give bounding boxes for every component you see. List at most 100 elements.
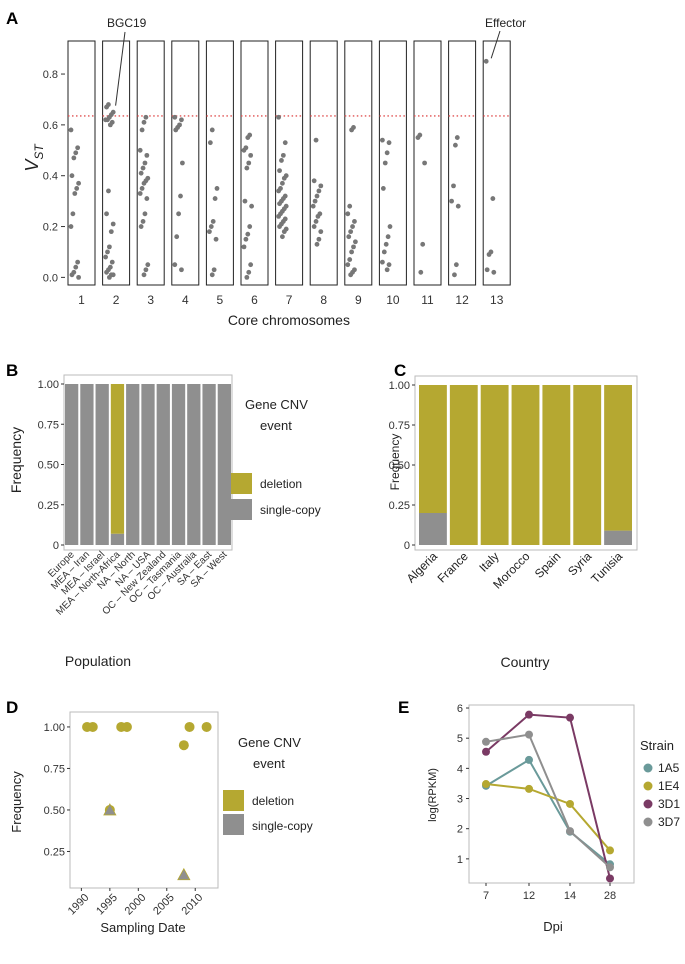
legend-marker-1E4: [643, 781, 653, 791]
chromosome-facet-11: [413, 40, 442, 286]
vst-point: [212, 196, 218, 201]
bar-deletion: [480, 385, 509, 545]
vst-point: [383, 241, 389, 247]
y-tick-label: 0.6: [43, 120, 58, 132]
y-tick-label: 1.00: [389, 380, 410, 392]
y-tick-label: 0.50: [389, 460, 410, 472]
bar-single-copy: [95, 384, 109, 545]
vst-point: [172, 114, 178, 120]
bar-single-copy: [217, 384, 231, 545]
vst-point: [172, 262, 178, 268]
x-tick-label: 3: [147, 293, 154, 307]
vst-point: [243, 236, 249, 242]
panel-label-b: B: [6, 361, 18, 380]
vst-point: [349, 249, 354, 255]
vst-point: [107, 122, 113, 128]
vst-point: [384, 150, 390, 156]
vst-point: [316, 236, 322, 242]
y-axis-label: Frequency: [388, 434, 402, 491]
vst-point: [316, 188, 322, 194]
y-tick-label: 0.75: [38, 419, 59, 431]
x-tick-label: France: [435, 549, 472, 586]
vst-point: [386, 140, 392, 146]
vst-point: [75, 145, 81, 151]
vst-point: [280, 180, 285, 186]
vst-point: [318, 183, 324, 189]
vst-point: [179, 117, 184, 123]
vst-point: [281, 229, 287, 235]
single-copy-point: [103, 803, 117, 816]
vst-point: [140, 165, 146, 171]
vst-point: [318, 229, 324, 235]
deletion-point: [184, 721, 195, 732]
chromosome-facet-2: [102, 40, 131, 286]
vst-point: [453, 142, 458, 148]
legend-swatch-deletion: [231, 473, 252, 494]
vst-point: [349, 127, 354, 133]
legend-label-3D7: 3D7: [658, 815, 680, 829]
deletion-point: [178, 740, 189, 751]
vst-point: [248, 262, 254, 268]
chromosome-facet-3: [136, 40, 165, 286]
x-axis-label: Country: [500, 654, 549, 670]
vst-point: [104, 104, 109, 110]
y-tick-label: 0.75: [389, 420, 410, 432]
series-point-3D1: [525, 710, 533, 719]
legend-marker-3D7: [643, 817, 653, 827]
vst-point: [313, 137, 319, 143]
bar-single-copy: [141, 384, 155, 545]
vst-point: [385, 234, 391, 240]
plot-area: [69, 711, 219, 889]
vst-point: [106, 188, 111, 194]
vst-point: [210, 219, 216, 224]
bar-single-copy: [419, 513, 447, 545]
y-tick-label: 0.25: [389, 500, 410, 512]
vst-point: [104, 269, 109, 275]
bar-single-copy: [202, 384, 216, 545]
x-tick-label: Algeria: [404, 549, 441, 586]
vst-point: [314, 241, 320, 247]
vst-point: [276, 213, 281, 219]
chromosome-facet-13: [482, 40, 511, 286]
vst-point: [351, 244, 356, 250]
vst-point: [108, 229, 114, 235]
y-tick-label: 4: [457, 763, 463, 775]
y-axis-label: log(RPKM): [427, 768, 439, 822]
vst-point: [310, 203, 316, 209]
chromosome-facet-5: [205, 40, 234, 286]
y-tick-label: 0.0: [43, 272, 58, 284]
vst-point: [483, 58, 489, 64]
vst-point: [173, 127, 179, 133]
vst-point: [281, 175, 287, 181]
bar-single-copy: [156, 384, 170, 545]
bar-deletion: [604, 385, 632, 531]
annotation-bgc19: BGC19: [107, 16, 147, 30]
legend-title: event: [253, 756, 285, 771]
legend-label-single-copy: single-copy: [252, 819, 313, 833]
legend-label-3D1: 3D1: [658, 797, 680, 811]
vst-point: [418, 269, 424, 275]
legend-marker-1A5: [643, 763, 653, 773]
vst-point: [144, 196, 150, 201]
vst-point: [141, 180, 147, 186]
panel-c-country-bar-chart: C 0 0.25 0.50 0.75 1.00 Frequency AlgeriaFrance…: [388, 361, 638, 670]
legend-title: event: [260, 418, 292, 433]
legend-label-deletion: deletion: [260, 477, 302, 491]
bar-single-copy: [126, 384, 140, 545]
x-tick-label: 14: [564, 890, 576, 902]
series-point-1E4: [525, 784, 533, 793]
vst-point: [209, 272, 215, 278]
vst-point: [68, 224, 74, 229]
x-tick-label: 12: [455, 293, 469, 307]
vst-point: [105, 249, 110, 255]
vst-point: [246, 160, 252, 166]
vst-point: [350, 224, 355, 229]
legend-swatch-single-copy: [231, 499, 252, 520]
series-point-3D7: [482, 737, 490, 746]
legend-swatch-single-copy: [223, 814, 244, 835]
panel-label-d: D: [6, 698, 18, 717]
x-tick-label: 28: [604, 890, 616, 902]
